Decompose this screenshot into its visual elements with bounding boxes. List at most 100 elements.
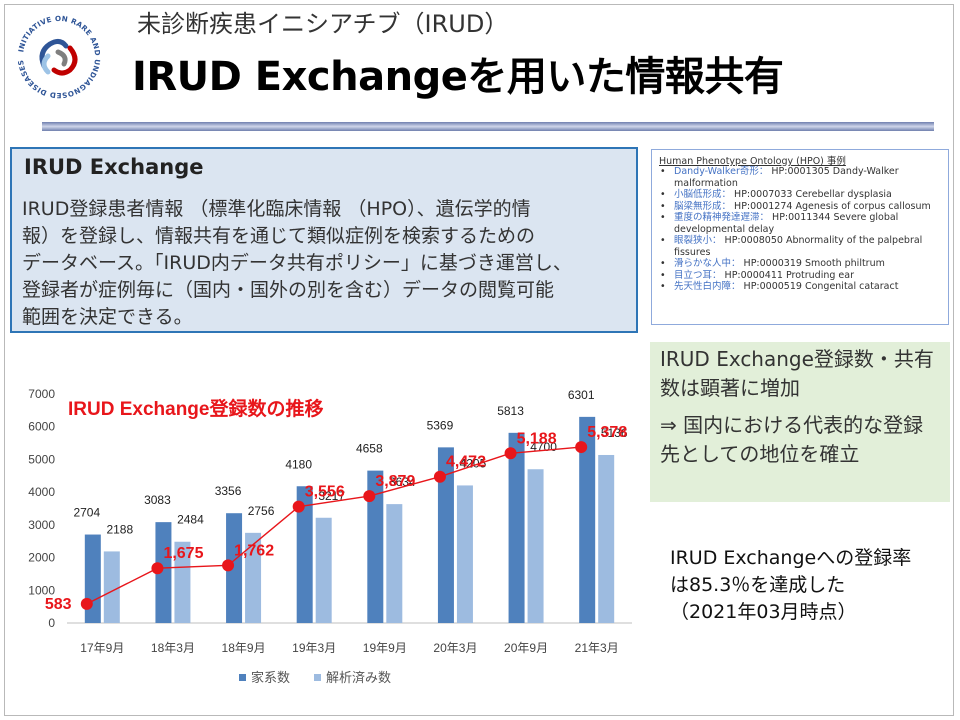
y-tick-label: 7000 <box>28 387 55 401</box>
irud-exchange-info-box: IRUD Exchange IRUD登録患者情報 （標準化臨床情報 （HPO）、… <box>10 147 638 333</box>
bar-kakei <box>508 432 525 623</box>
y-tick-label: 2000 <box>28 551 55 565</box>
legend-swatch <box>314 674 321 681</box>
bar-kakei <box>226 513 243 623</box>
page-subtitle: 未診断疾患イニシアチブ（IRUD） <box>137 10 509 38</box>
line-point <box>292 500 305 513</box>
bar-kakei <box>296 486 313 623</box>
line-data-label: 583 <box>45 596 72 613</box>
bar-data-label: 5813 <box>497 404 524 418</box>
hpo-jp-term: 重度の精神発達遅滞： <box>674 212 770 223</box>
bar-data-label: 6301 <box>568 388 595 402</box>
legend-label: 家系数 <box>251 670 290 685</box>
hpo-jp-term: 眼裂狭小： <box>674 235 722 246</box>
bar-data-label: 2188 <box>106 522 133 536</box>
logo-text: INITIATIVE ON RARE AND UNDIAGNOSED DISEA… <box>16 14 102 100</box>
hpo-item: 小脳低形成： HP:0007033 Cerebellar dysplasia <box>658 189 946 201</box>
line-data-label: 5,378 <box>587 424 627 441</box>
bar-kakei <box>579 416 596 623</box>
bar-kakei <box>437 447 454 623</box>
registration-line <box>86 446 582 605</box>
bar-data-label: 5136 <box>601 426 628 440</box>
bar-data-label: 2756 <box>248 504 275 518</box>
hpo-code: HP:0008050 Abnormality of the palpebral … <box>674 235 923 258</box>
hpo-code: HP:0000519 Congenital cataract <box>743 281 899 292</box>
line-data-label: 1,762 <box>234 542 274 559</box>
line-point <box>575 441 588 454</box>
hpo-list: Dandy-Walker奇形： HP:0001305 Dandy-Walker … <box>658 166 946 293</box>
bar-analyzed <box>174 541 191 623</box>
x-tick-label: 18年9月 <box>222 641 266 655</box>
info-line: データベース。「IRUD内データ共有ポリシー」に基づき運営し、 <box>22 252 572 274</box>
hpo-jp-term: 先天性白内障： <box>674 281 741 292</box>
bar-kakei <box>367 470 384 623</box>
y-tick-label: 4000 <box>28 485 55 499</box>
irud-logo: INITIATIVE ON RARE AND UNDIAGNOSED DISEA… <box>16 14 102 100</box>
bar-analyzed <box>386 504 403 623</box>
slide-frame <box>4 4 954 716</box>
y-tick-label: 3000 <box>28 518 55 532</box>
x-tick-label: 20年9月 <box>504 641 548 655</box>
hpo-item: 目立つ耳： HP:0000411 Protruding ear <box>658 270 946 282</box>
chart-title: IRUD Exchange登録数の推移 <box>68 397 323 420</box>
rate-line-3: （2021年03月時点） <box>670 601 857 623</box>
bar-analyzed <box>527 469 544 623</box>
hpo-code: HP:0001274 Agenesis of corpus callosum <box>734 200 931 212</box>
highlight-line-2: ⇒ 国内における代表的な登録先としての地位を確立 <box>660 413 924 466</box>
line-data-label: 1,675 <box>163 545 203 562</box>
hpo-item: 眼裂狭小： HP:0008050 Abnormality of the palp… <box>658 235 946 258</box>
hpo-examples-box: Human Phenotype Ontology (HPO) 事例 Dandy-… <box>651 149 949 325</box>
hpo-jp-term: 滑らかな人中： <box>674 258 741 269</box>
info-line: 範囲を決定できる。 <box>22 306 193 328</box>
legend-swatch <box>239 674 246 681</box>
x-tick-label: 21年3月 <box>575 641 619 655</box>
bar-kakei <box>155 522 172 623</box>
info-line: IRUD登録患者情報 （標準化臨床情報 （HPO）、遺伝学的情 <box>22 198 531 220</box>
hpo-title: Human Phenotype Ontology (HPO) 事例 <box>659 156 846 167</box>
line-point <box>504 447 517 460</box>
bar-analyzed <box>103 551 120 623</box>
bar-data-label: 4205 <box>460 456 487 470</box>
bar-analyzed <box>598 454 615 623</box>
x-tick-label: 18年3月 <box>151 641 195 655</box>
line-data-label: 3,556 <box>305 484 345 501</box>
hpo-jp-term: Dandy-Walker奇形： <box>674 166 769 177</box>
hpo-item: 脳梁無形成： HP:0001274 Agenesis of corpus cal… <box>658 201 946 213</box>
line-point <box>433 470 446 483</box>
line-data-label: 5,188 <box>517 430 557 447</box>
registration-trend-chart: IRUD Exchange登録数の推移 0 1000 2000 3000 4000 500… <box>28 387 632 685</box>
bar-data-label: 4180 <box>285 457 312 471</box>
x-tick-label: 20年3月 <box>433 641 477 655</box>
page-title: IRUD Exchangeを用いた情報共有 <box>132 54 784 100</box>
y-tick-label: 1000 <box>28 583 55 597</box>
x-tick-label: 17年9月 <box>80 641 124 655</box>
line-data-label: 4,472 <box>446 454 486 471</box>
info-line: 登録者が症例毎に（国内・国外の別を含む）データの閲覧可能 <box>22 279 555 301</box>
line-point <box>80 597 93 610</box>
highlight-line-1: IRUD Exchange登録数・共有数は顕著に増加 <box>660 347 934 400</box>
info-box-text: IRUD登録患者情報 （標準化臨床情報 （HPO）、遺伝学的情 報）を登録し、情… <box>22 196 638 331</box>
highlight-box: IRUD Exchange登録数・共有数は顕著に増加 ⇒ 国内における代表的な登… <box>650 342 950 502</box>
y-tick-label: 5000 <box>28 452 55 466</box>
y-tick-label: 0 <box>48 616 55 630</box>
legend-label: 解析済み数 <box>326 670 391 685</box>
title-divider <box>42 122 934 131</box>
bar-data-label: 3083 <box>144 493 171 507</box>
hpo-item: 滑らかな人中： HP:0000319 Smooth philtrum <box>658 258 946 270</box>
x-tick-label: 19年3月 <box>292 641 336 655</box>
hpo-item: Dandy-Walker奇形： HP:0001305 Dandy-Walker … <box>658 166 946 189</box>
x-tick-label: 19年9月 <box>363 641 407 655</box>
bar-data-label: 3217 <box>318 489 345 503</box>
bar-data-label: 3356 <box>215 484 242 498</box>
line-point <box>151 562 164 575</box>
hpo-item: 先天性白内障： HP:0000519 Congenital cataract <box>658 281 946 293</box>
registration-rate-text: IRUD Exchangeへの登録率 は85.3％を達成した （2021年03月… <box>670 545 940 626</box>
rate-line-2: は85.3％を達成した <box>670 574 846 596</box>
bar-analyzed <box>315 517 332 623</box>
bar-data-label: 2484 <box>177 513 204 527</box>
hpo-jp-term: 脳梁無形成： <box>674 200 732 212</box>
hpo-code: HP:0007033 Cerebellar dysplasia <box>734 189 892 200</box>
hpo-code: HP:0000319 Smooth philtrum <box>743 258 885 269</box>
line-point <box>222 559 235 572</box>
rate-line-1: IRUD Exchangeへの登録率 <box>670 547 912 569</box>
